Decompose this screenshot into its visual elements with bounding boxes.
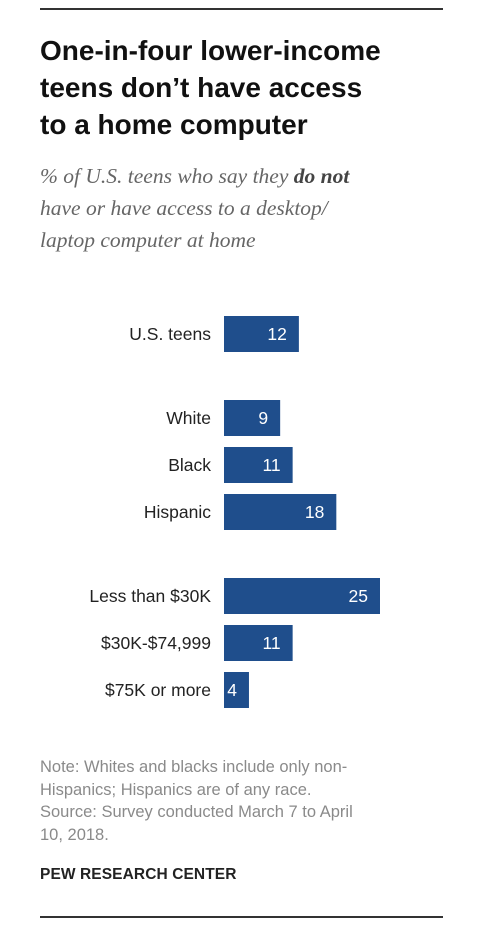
- note-line-3: Source: Survey conducted March 7 to Apri…: [40, 803, 353, 821]
- note-line-1: Note: Whites and blacks include only non…: [40, 758, 347, 776]
- subtitle-part-2: have or have access to a desktop/: [40, 196, 328, 220]
- chart-note: Note: Whites and blacks include only non…: [40, 756, 440, 846]
- bottom-rule: [40, 916, 443, 918]
- title-line-2: teens don’t have access: [40, 72, 362, 103]
- value-label-6: 4: [227, 680, 237, 700]
- value-label-1: 9: [258, 408, 268, 428]
- category-label-5: $30K-$74,999: [101, 633, 211, 653]
- category-label-1: White: [166, 408, 211, 428]
- category-label-0: U.S. teens: [129, 324, 211, 344]
- category-label-2: Black: [168, 455, 211, 475]
- value-label-3: 18: [305, 502, 324, 522]
- title-line-1: One-in-four lower-income: [40, 35, 381, 66]
- value-label-5: 11: [262, 633, 280, 653]
- subtitle-part-3: laptop computer at home: [40, 228, 256, 252]
- bar-5: [224, 625, 293, 661]
- value-label-2: 11: [262, 455, 280, 475]
- subtitle-emphasis: do not: [294, 164, 350, 188]
- chart-title: One-in-four lower-income teens don’t hav…: [40, 32, 460, 143]
- value-label-0: 12: [267, 324, 286, 344]
- category-label-3: Hispanic: [144, 502, 211, 522]
- category-label-4: Less than $30K: [89, 586, 211, 606]
- note-line-2: Hispanics; Hispanics are of any race.: [40, 781, 311, 799]
- value-label-4: 25: [349, 586, 368, 606]
- source-organization: PEW RESEARCH CENTER: [40, 866, 237, 884]
- bar-chart: U.S. teens 12 White 9 Black 11 Hispanic 18 Less …: [0, 300, 504, 740]
- bar-2: [224, 447, 293, 483]
- category-label-6: $75K or more: [105, 680, 211, 700]
- bar-0: [224, 316, 299, 352]
- subtitle-part-1: % of U.S. teens who say they: [40, 164, 294, 188]
- bar-1: [224, 400, 280, 436]
- title-line-3: to a home computer: [40, 109, 308, 140]
- note-line-4: 10, 2018.: [40, 826, 109, 844]
- top-rule: [40, 8, 443, 10]
- chart-subtitle: % of U.S. teens who say they do not have…: [40, 160, 460, 256]
